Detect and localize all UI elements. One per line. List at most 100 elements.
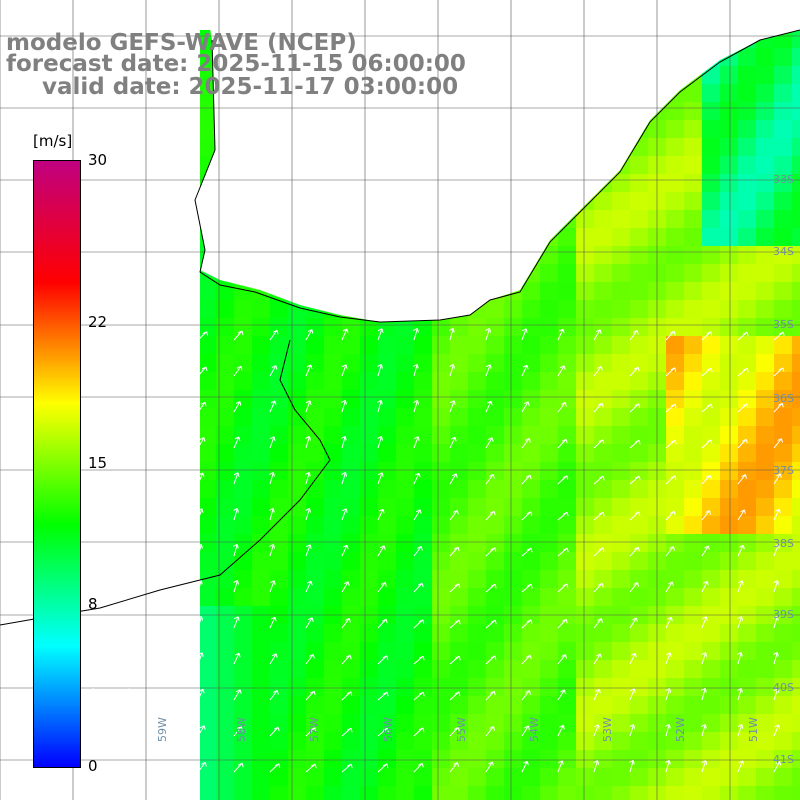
wind-speed-cell xyxy=(198,552,216,570)
wind-speed-cell xyxy=(522,336,540,354)
wind-speed-cell xyxy=(324,354,342,372)
wind-speed-cell xyxy=(720,516,738,534)
wind-speed-cell xyxy=(306,426,324,444)
wind-speed-cell xyxy=(594,354,612,372)
latitude-label: 36S xyxy=(773,392,794,405)
wind-speed-cell xyxy=(414,516,432,534)
wind-speed-cell xyxy=(594,768,612,786)
wind-speed-cell xyxy=(576,570,594,588)
wind-arrow xyxy=(89,403,101,413)
wind-arrow xyxy=(737,331,749,341)
wind-arrow xyxy=(485,328,491,341)
wind-speed-cell xyxy=(234,534,252,552)
wind-arrow xyxy=(233,436,241,449)
wind-speed-cell xyxy=(792,210,800,228)
wind-speed-cell xyxy=(738,696,756,714)
wind-speed-cell xyxy=(540,750,558,768)
wind-speed-cell xyxy=(702,498,720,516)
wind-speed-cell xyxy=(342,732,360,750)
wind-speed-cell xyxy=(684,732,702,750)
wind-speed-cell xyxy=(666,444,684,462)
wind-speed-cell xyxy=(756,48,774,66)
wind-speed-cell xyxy=(396,696,414,714)
wind-speed-cell xyxy=(720,678,738,696)
wind-speed-cell xyxy=(360,570,378,588)
wind-speed-cell xyxy=(486,696,504,714)
wind-arrow xyxy=(305,617,314,629)
wind-speed-cell xyxy=(522,390,540,408)
wind-speed-cell xyxy=(720,462,738,480)
wind-speed-cell xyxy=(486,336,504,354)
wind-arrow xyxy=(89,509,99,521)
wind-speed-cell xyxy=(468,624,486,642)
wind-arrow xyxy=(305,654,315,665)
wind-speed-cell xyxy=(468,750,486,768)
wind-speed-cell xyxy=(216,462,234,480)
wind-speed-cell xyxy=(288,678,306,696)
wind-speed-cell xyxy=(288,480,306,498)
wind-arrow xyxy=(305,400,312,413)
wind-arrow xyxy=(593,653,602,665)
wind-arrow xyxy=(557,365,566,377)
wind-speed-cell xyxy=(684,588,702,606)
wind-speed-cell xyxy=(738,372,756,390)
wind-speed-cell xyxy=(486,642,504,660)
wind-speed-cell xyxy=(630,642,648,660)
wind-speed-cell xyxy=(252,300,270,318)
wind-speed-cell xyxy=(720,210,738,228)
wind-speed-cell xyxy=(486,750,504,768)
wind-speed-cell xyxy=(288,516,306,534)
wind-speed-cell xyxy=(234,426,252,444)
wind-speed-cell xyxy=(324,336,342,354)
wind-speed-cell xyxy=(486,372,504,390)
wind-speed-cell xyxy=(702,210,720,228)
wind-speed-cell xyxy=(378,372,396,390)
wind-arrow xyxy=(413,509,422,521)
wind-speed-cell xyxy=(702,174,720,192)
wind-speed-cell xyxy=(198,588,216,606)
wind-speed-cell xyxy=(198,480,216,498)
wind-arrow xyxy=(557,511,569,521)
wind-speed-cell xyxy=(594,516,612,534)
wind-speed-cell xyxy=(468,408,486,426)
wind-arrow xyxy=(665,688,672,701)
wind-speed-cell xyxy=(396,768,414,786)
wind-arrow xyxy=(593,724,600,737)
wind-speed-cell xyxy=(234,480,252,498)
wind-speed-cell xyxy=(522,642,540,660)
wind-speed-cell xyxy=(216,714,234,732)
wind-speed-cell xyxy=(756,228,774,246)
wind-speed-cell xyxy=(720,138,738,156)
wind-arrow xyxy=(88,687,95,701)
longitude-label: 52W xyxy=(674,717,687,742)
colorbar xyxy=(33,160,81,768)
wind-arrow xyxy=(305,763,317,773)
wind-speed-cell xyxy=(612,390,630,408)
wind-speed-cell xyxy=(306,624,324,642)
wind-arrow xyxy=(485,400,493,413)
wind-arrow xyxy=(412,363,419,377)
latitude-label: 40S xyxy=(773,681,794,694)
wind-arrow xyxy=(161,544,168,557)
wind-speed-cell xyxy=(378,786,396,800)
wind-arrow xyxy=(629,688,636,701)
wind-speed-cell xyxy=(468,336,486,354)
wind-speed-cell xyxy=(504,570,522,588)
wind-speed-cell xyxy=(684,246,702,264)
wind-speed-cell xyxy=(306,354,324,372)
wind-speed-cell xyxy=(792,786,800,800)
colorbar-tick-label: 22 xyxy=(88,312,108,331)
wind-speed-cell xyxy=(270,300,288,318)
wind-speed-cell xyxy=(594,408,612,426)
wind-speed-cell xyxy=(432,516,450,534)
wind-speed-cell xyxy=(288,642,306,660)
wind-arrow xyxy=(125,367,137,377)
wind-arrow xyxy=(521,725,530,737)
wind-speed-cell xyxy=(342,408,360,426)
wind-speed-cell xyxy=(360,444,378,462)
wind-speed-cell xyxy=(792,426,800,444)
wind-speed-cell xyxy=(720,786,738,800)
wind-speed-cell xyxy=(216,372,234,390)
latitude-label: 34S xyxy=(773,245,794,258)
